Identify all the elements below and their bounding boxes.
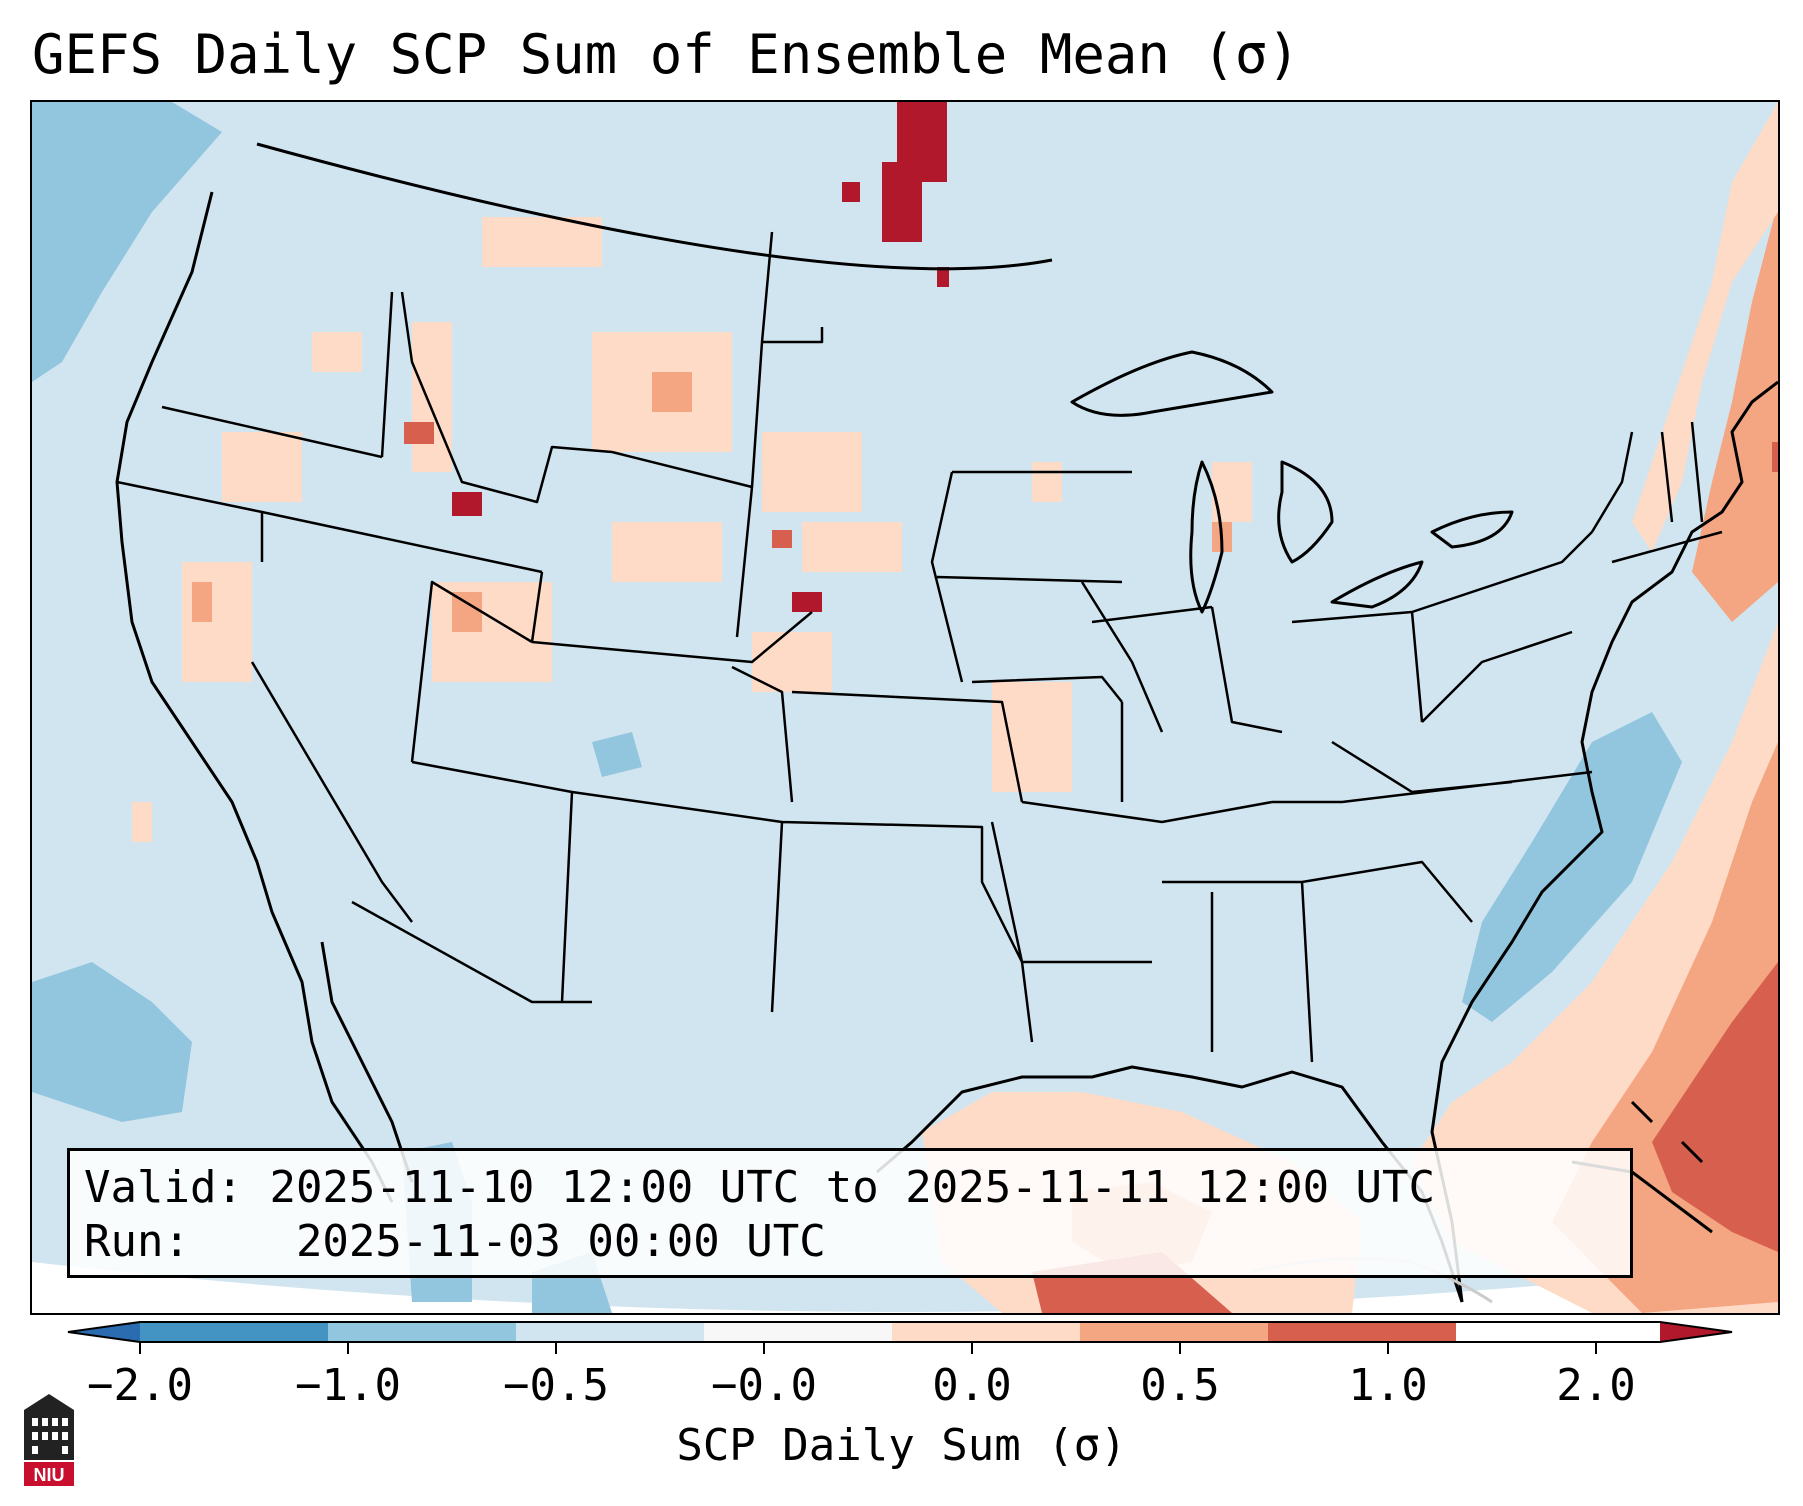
valid-time: 2025-11-10 12:00 UTC to 2025-11-11 12:00… — [269, 1162, 1436, 1213]
valid-line: Valid: 2025-11-10 12:00 UTC to 2025-11-1… — [84, 1161, 1616, 1215]
anomaly-atlantic-negative — [1462, 712, 1682, 1022]
niu-logo: NIU — [24, 1394, 74, 1486]
colorbar-tick-label: −1.0 — [295, 1360, 401, 1411]
colorbar-tick-label: 2.0 — [1556, 1360, 1636, 1411]
colorbar-bin-extend-low — [68, 1322, 140, 1342]
data-domain — [32, 102, 1778, 1312]
colorbar-bin-3 — [516, 1322, 704, 1342]
colorbar-tick-label: −0.0 — [711, 1360, 817, 1411]
lake-huron — [1277, 460, 1334, 564]
map-canvas — [32, 102, 1778, 1313]
coastline-baja — [320, 941, 414, 1183]
lake-ontario — [1430, 510, 1514, 549]
colorbar-label: SCP Daily Sum (σ) — [676, 1420, 1127, 1471]
niu-logo-text: NIU — [34, 1465, 65, 1485]
coastline-pacific — [115, 191, 394, 1203]
anomaly-max-cells — [452, 102, 949, 612]
run-label: Run: — [84, 1216, 190, 1267]
anomaly-atlantic-positive-strong — [1652, 962, 1778, 1252]
colorbar-bin-extend-high — [1660, 1322, 1732, 1342]
colorbar-bin-2 — [328, 1322, 516, 1342]
colorbar-bin-5 — [892, 1322, 1080, 1342]
colorbar-bin-7 — [1268, 1322, 1456, 1342]
anomaly-pacific-south-negative — [32, 962, 192, 1122]
colorbar-tick-label: −0.5 — [503, 1360, 609, 1411]
colorbar-bin-4 — [704, 1322, 892, 1342]
colorbar-bin-6 — [1080, 1322, 1268, 1342]
valid-run-info-box: Valid: 2025-11-10 12:00 UTC to 2025-11-1… — [67, 1148, 1633, 1278]
valid-label: Valid: — [84, 1162, 243, 1213]
lake-erie — [1330, 560, 1424, 609]
run-time: 2025-11-03 00:00 UTC — [295, 1216, 826, 1267]
anomaly-newengland-positive-light — [1632, 102, 1778, 552]
colorbar-tick-label: 1.0 — [1348, 1360, 1428, 1411]
colorbar-tick-label: 0.0 — [932, 1360, 1012, 1411]
anomaly-plains-medium — [192, 372, 1232, 632]
anomaly-colorado-negative — [592, 732, 642, 777]
colorbar — [67, 1321, 1733, 1354]
run-line: Run: 2025-11-03 00:00 UTC — [84, 1215, 1616, 1269]
border-us-canada — [256, 142, 1053, 271]
state-borders — [116, 231, 1723, 1063]
chart-title: GEFS Daily SCP Sum of Ensemble Mean (σ) — [32, 23, 1300, 86]
coastline-atlantic — [1430, 380, 1778, 1303]
lake-superior — [1070, 350, 1274, 417]
anomaly-pacific-north-negative — [32, 102, 222, 382]
map-panel — [30, 100, 1780, 1315]
colorbar-tick-label: 0.5 — [1140, 1360, 1220, 1411]
colorbar-tick-label: −2.0 — [87, 1360, 193, 1411]
anomaly-high-cells — [404, 422, 1778, 548]
colorbar-bin-1 — [140, 1322, 328, 1342]
lake-michigan — [1189, 460, 1224, 614]
